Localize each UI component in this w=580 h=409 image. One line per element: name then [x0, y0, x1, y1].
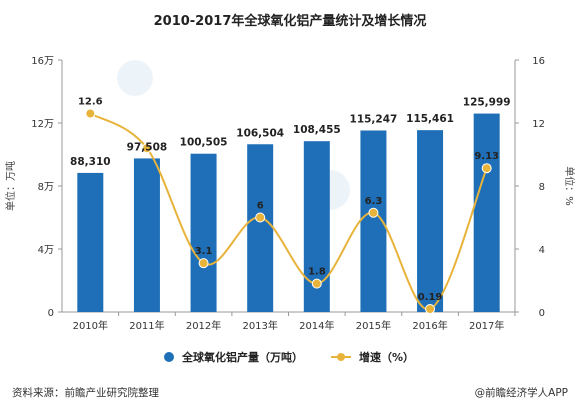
bar-value-label: 108,455: [293, 124, 341, 136]
line-value-label: 9.13: [474, 151, 499, 162]
legend-line-label: 增速（%）: [359, 350, 414, 364]
bar: [247, 144, 274, 312]
x-axis-tick-label: 2017年: [469, 319, 504, 332]
left-axis-label: 单位：万吨: [4, 161, 17, 211]
left-axis-tick-label: 4万: [38, 245, 54, 256]
line-point: [198, 258, 209, 269]
x-axis-tick-label: 2016年: [412, 319, 447, 332]
bar-value-label: 115,247: [350, 113, 398, 125]
line-value-label: 3.1: [195, 246, 213, 257]
legend: 全球氧化铝产量（万吨） 增速（%）: [164, 350, 414, 364]
legend-bar-marker: [164, 352, 174, 362]
bar: [77, 172, 104, 312]
bar-value-label: 97,508: [127, 141, 168, 153]
bar-value-label: 88,310: [70, 156, 111, 168]
x-axis: 2010年 2011年 2012年 2013年 2014年 2015年 2016年 2017年: [62, 311, 516, 332]
line-value-label: 1.8: [308, 267, 326, 278]
line-point: [425, 304, 436, 315]
brand-credit: @前瞻经济学人APP: [475, 386, 568, 399]
x-axis-tick-label: 2011年: [129, 319, 164, 332]
line-series: [85, 108, 492, 315]
line-value-label: 6: [257, 201, 264, 212]
line-point: [368, 207, 379, 218]
source-note: 资料来源：前瞻产业研究院整理: [12, 386, 159, 399]
line-point: [85, 108, 96, 119]
bar-value-label: 100,505: [180, 137, 228, 149]
line-value-label: 12.6: [78, 97, 103, 108]
line-point: [255, 212, 266, 223]
bar: [417, 130, 444, 312]
chart-title: 2010-2017年全球氧化铝产量统计及增长情况: [154, 13, 427, 29]
x-axis-tick-label: 2012年: [186, 319, 221, 332]
x-axis-tick-label: 2013年: [242, 319, 277, 332]
right-axis-tick-label: 12: [532, 119, 545, 130]
data-labels: 88,310 97,508 100,505 106,504 108,455 115,247…: [70, 97, 511, 303]
right-axis-tick-label: 8: [539, 182, 545, 193]
left-axis-tick-label: 12万: [31, 119, 54, 130]
legend-bar-label: 全球氧化铝产量（万吨）: [181, 350, 303, 364]
x-axis-tick-label: 2010年: [73, 319, 108, 332]
left-axis-tick-label: 8万: [38, 182, 54, 193]
line-point: [141, 143, 152, 154]
bar: [473, 113, 500, 312]
x-axis-tick-label: 2015年: [356, 319, 391, 332]
watermark-logo-left: [117, 60, 153, 96]
bar: [133, 158, 160, 312]
bar-series: [77, 113, 500, 312]
left-y-axis: 0 4万 8万 12万 16万: [31, 56, 63, 319]
right-y-axis: 0 4 8 12 16: [514, 56, 545, 319]
bar-value-label: 106,504: [236, 127, 284, 139]
right-axis-tick-label: 16: [532, 56, 545, 67]
legend-line-marker-dot: [337, 353, 345, 361]
bar: [190, 153, 217, 312]
line-value-label: 0.19: [418, 292, 443, 303]
bar-value-label: 115,461: [406, 113, 454, 125]
left-axis-tick-label: 0: [48, 308, 54, 319]
line-point: [311, 278, 322, 289]
line-value-label: 6.3: [365, 196, 383, 207]
bar-value-label: 125,999: [463, 97, 511, 109]
line-point: [481, 163, 492, 174]
left-axis-tick-label: 16万: [31, 56, 54, 67]
x-axis-tick-label: 2014年: [299, 319, 334, 332]
right-axis-tick-label: 4: [539, 245, 545, 256]
right-axis-label: 单位：%: [563, 166, 576, 206]
right-axis-tick-label: 0: [539, 308, 545, 319]
